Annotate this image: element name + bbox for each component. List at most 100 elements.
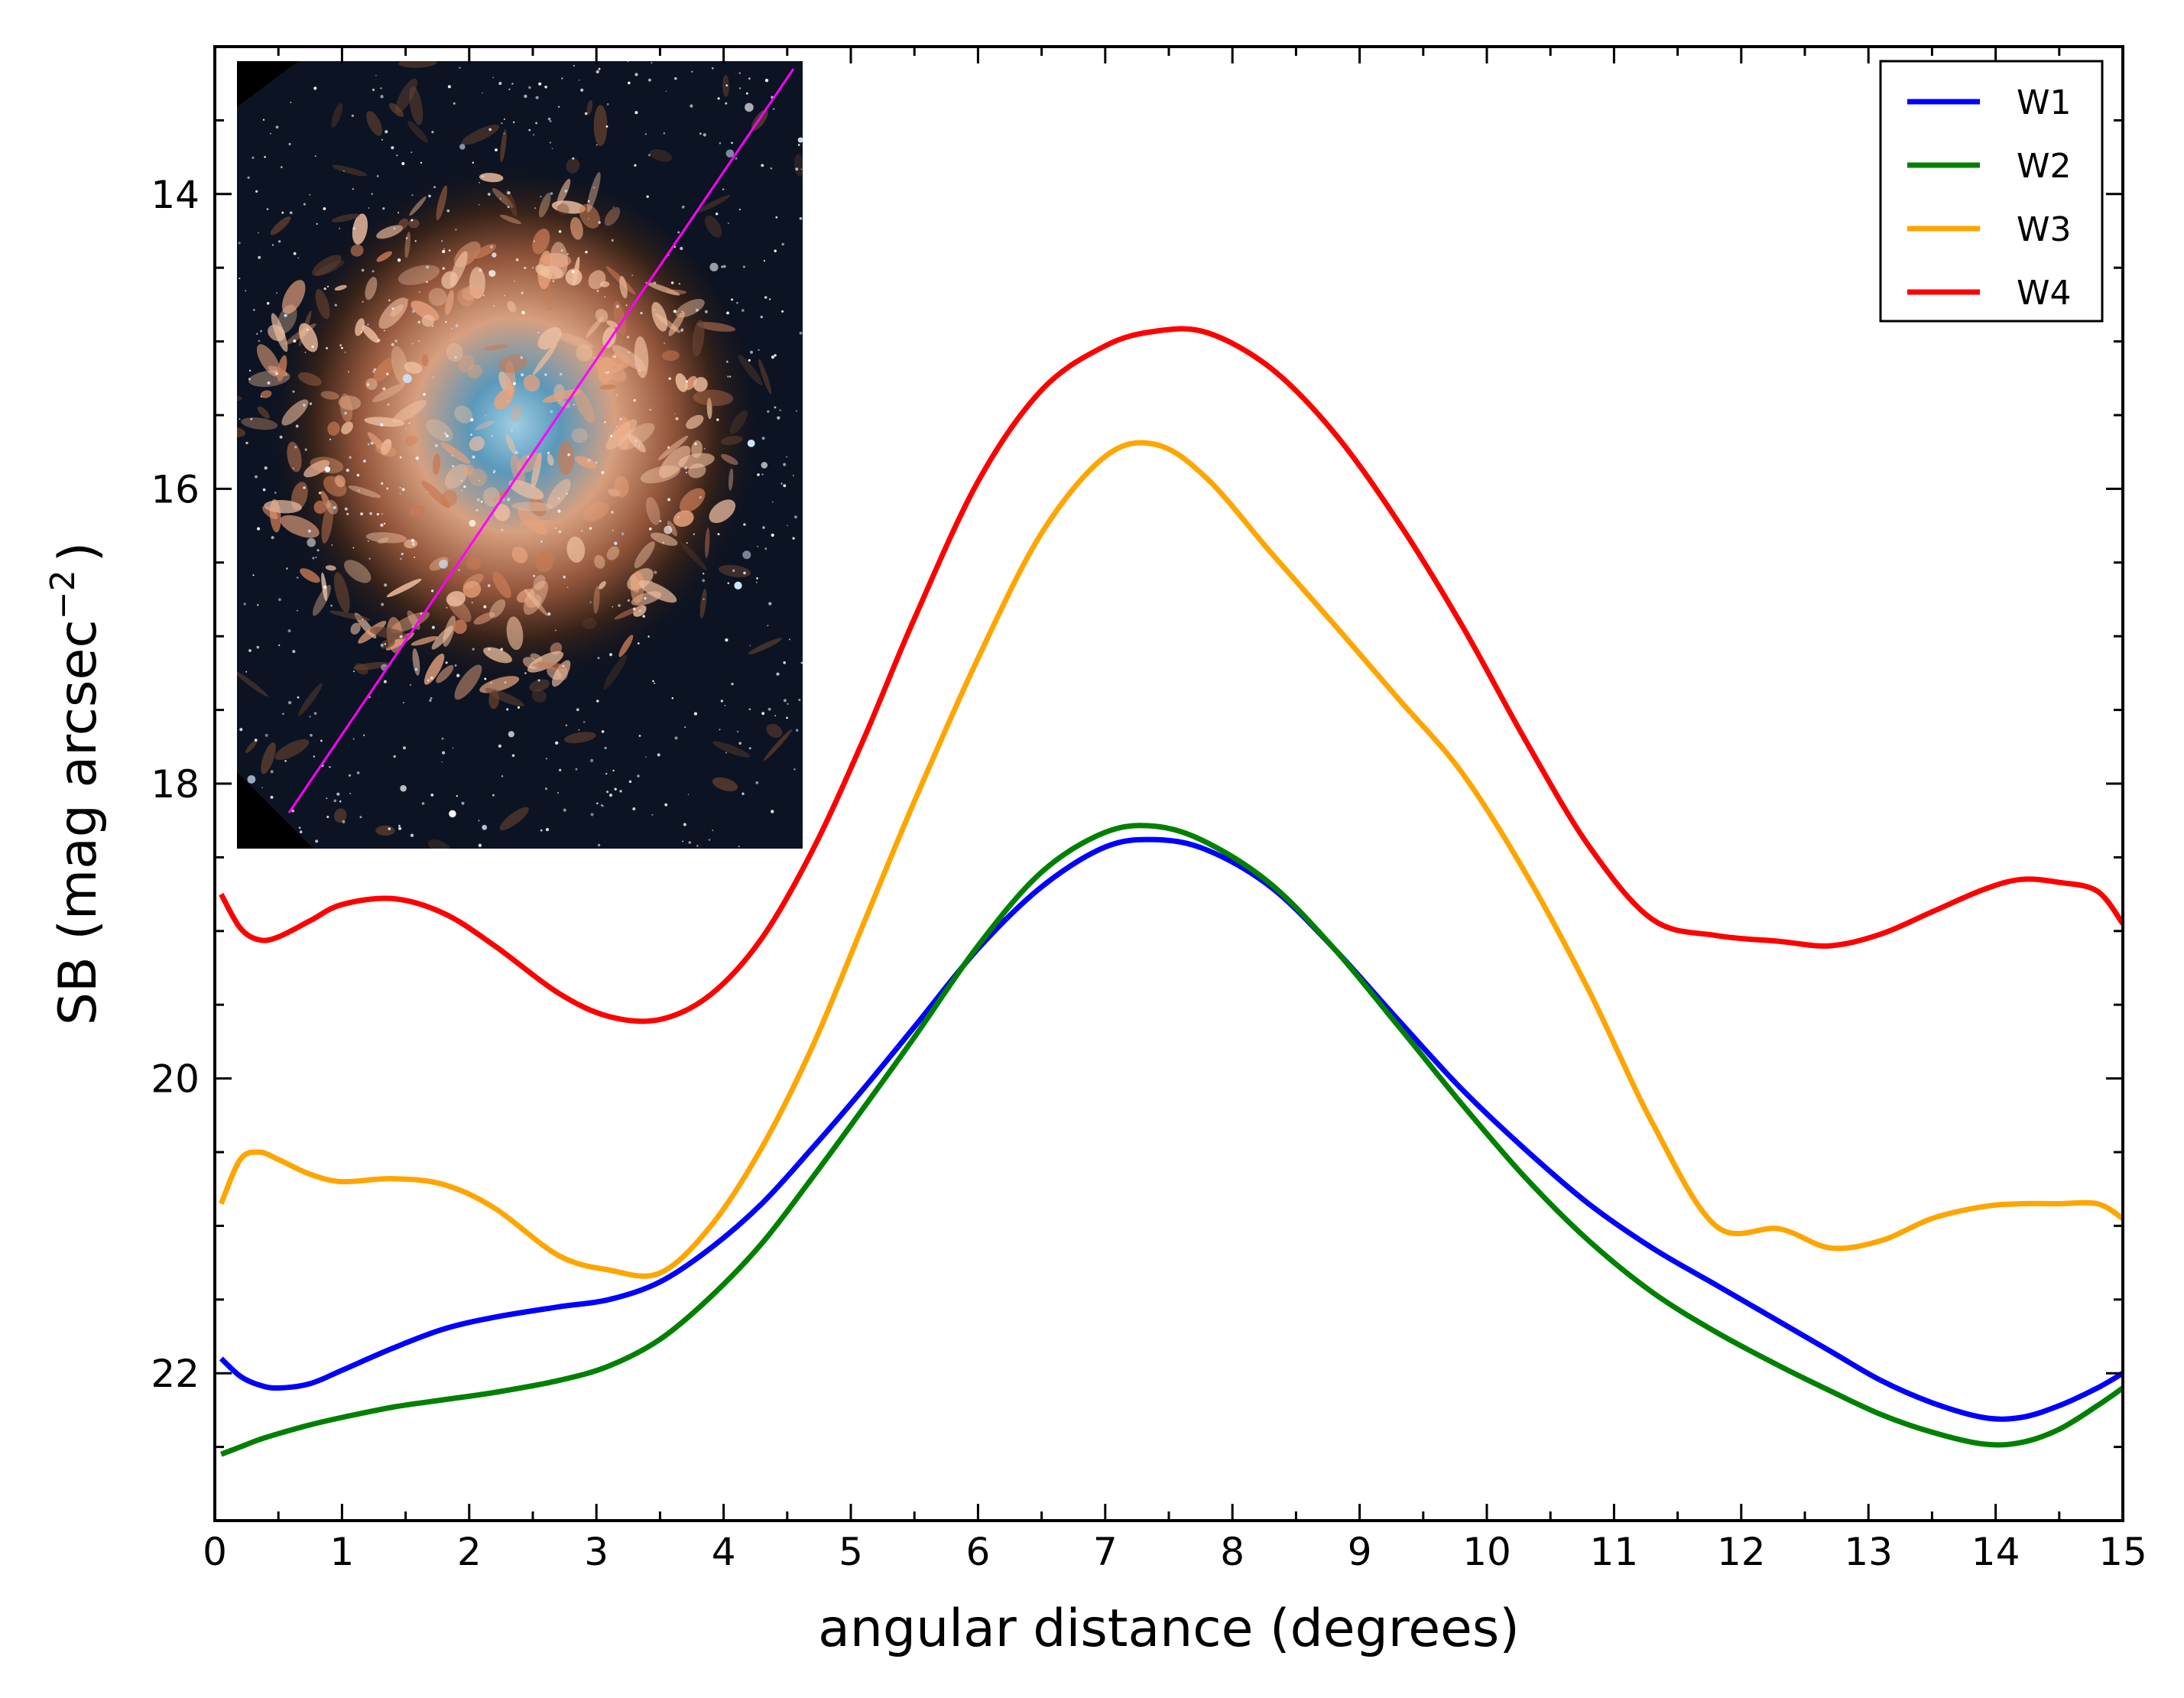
star (309, 193, 311, 196)
filament (728, 468, 734, 491)
star (411, 310, 415, 313)
star (393, 227, 396, 230)
filament (409, 505, 425, 516)
star (257, 527, 261, 531)
star (758, 349, 760, 351)
filament (566, 536, 586, 563)
star (540, 541, 543, 543)
star (773, 108, 775, 110)
star (652, 680, 654, 683)
star (420, 612, 423, 615)
legend-label-w3: W3 (2017, 210, 2072, 249)
star (403, 702, 404, 703)
star (646, 195, 649, 198)
star (555, 629, 557, 631)
filament (532, 343, 557, 375)
star (270, 770, 274, 774)
filament (446, 343, 463, 362)
outer-dust (501, 34, 518, 51)
filament (511, 502, 553, 511)
star (544, 787, 548, 791)
star (633, 398, 636, 402)
star (291, 809, 294, 813)
star (544, 373, 547, 376)
star (310, 733, 313, 737)
star (675, 417, 679, 420)
star (665, 90, 667, 93)
star (647, 78, 651, 82)
star (297, 257, 300, 259)
star (428, 194, 431, 198)
outer-dust (122, 297, 160, 334)
filament (654, 313, 681, 333)
star (292, 650, 296, 654)
star (384, 583, 388, 587)
star (783, 661, 786, 664)
star (573, 64, 576, 67)
star (654, 570, 657, 574)
outer-dust (531, 689, 547, 703)
star (628, 81, 631, 85)
star (330, 604, 333, 607)
filament (375, 443, 397, 457)
filament (325, 565, 336, 571)
star (691, 70, 693, 73)
filament (593, 586, 600, 614)
star (615, 426, 618, 427)
star (537, 679, 540, 682)
star (296, 576, 299, 579)
filament (557, 333, 594, 349)
filament (377, 537, 389, 544)
star (644, 133, 647, 135)
star (399, 456, 402, 459)
filament (341, 421, 353, 435)
star (500, 648, 503, 651)
filament (365, 378, 378, 391)
star (393, 755, 396, 758)
star (294, 446, 297, 449)
star (580, 88, 584, 92)
star (275, 125, 279, 129)
star (737, 731, 738, 732)
star (742, 792, 745, 795)
star (563, 575, 566, 579)
outer-dust (758, 359, 772, 394)
filament (462, 580, 482, 598)
star (498, 744, 502, 748)
star (716, 213, 719, 216)
star (550, 192, 553, 195)
star (651, 62, 653, 64)
outer-dust (593, 105, 608, 147)
star (353, 670, 355, 673)
filament (696, 322, 736, 332)
star (678, 283, 681, 285)
star (787, 524, 788, 527)
x-tick-label: 3 (584, 1530, 608, 1574)
star (786, 716, 788, 719)
star (787, 703, 789, 705)
outer-dust (488, 690, 500, 709)
star (360, 512, 363, 516)
axis-ticks (213, 45, 2124, 1522)
filament (409, 196, 427, 216)
star (513, 121, 515, 123)
star (704, 310, 708, 313)
star (397, 258, 401, 262)
star (295, 424, 299, 428)
star (256, 645, 260, 649)
star (459, 67, 461, 69)
filament (467, 364, 482, 378)
star (598, 221, 601, 224)
filament (436, 185, 448, 221)
star (264, 156, 266, 158)
filament (628, 433, 646, 453)
star (452, 465, 454, 467)
star (770, 167, 773, 170)
star (573, 404, 576, 406)
outer-dust (823, 417, 833, 430)
star (293, 339, 297, 343)
star (783, 699, 787, 703)
legend-items: W1 W2 W3 W4 (1907, 83, 2072, 313)
filament (398, 265, 440, 285)
star (371, 193, 373, 195)
